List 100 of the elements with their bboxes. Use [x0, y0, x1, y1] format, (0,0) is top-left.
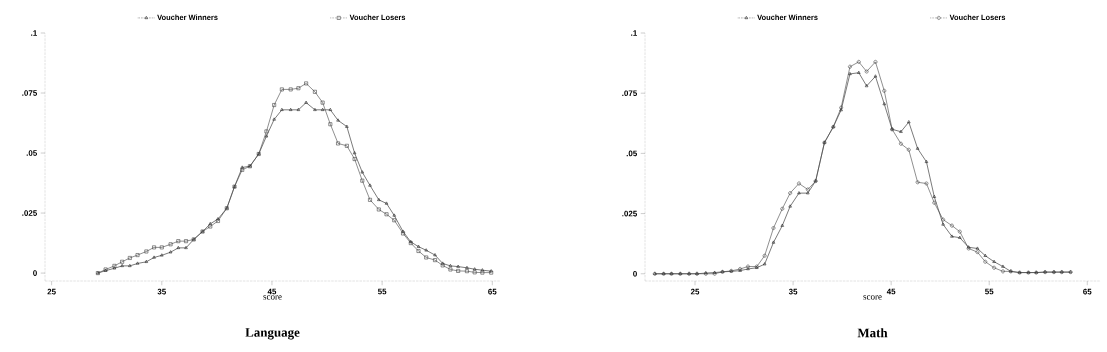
point — [806, 191, 810, 195]
point — [352, 151, 357, 155]
point — [296, 107, 301, 111]
point — [144, 259, 149, 263]
point — [128, 263, 132, 267]
point — [899, 141, 903, 146]
point — [472, 270, 477, 275]
point — [433, 258, 437, 263]
point — [176, 245, 180, 249]
point — [184, 239, 188, 244]
point — [465, 265, 469, 269]
point — [932, 194, 936, 198]
point — [797, 181, 801, 186]
point — [456, 264, 460, 268]
point — [152, 245, 156, 250]
point — [120, 259, 125, 264]
point — [932, 200, 937, 205]
point — [313, 107, 317, 111]
point — [882, 88, 887, 93]
point — [368, 183, 372, 187]
point — [264, 129, 269, 134]
point — [448, 263, 453, 267]
point — [352, 157, 357, 161]
point — [433, 253, 437, 257]
point — [864, 84, 869, 88]
point — [950, 223, 954, 228]
point — [848, 72, 852, 76]
point — [873, 74, 878, 78]
point — [279, 87, 284, 92]
point — [915, 146, 920, 150]
point — [941, 222, 945, 226]
point — [857, 70, 861, 74]
text: Math — [857, 328, 888, 338]
point — [152, 255, 156, 259]
point — [448, 267, 453, 272]
point — [992, 259, 996, 263]
point — [983, 259, 988, 264]
point — [320, 107, 325, 111]
point — [975, 250, 980, 254]
point — [208, 224, 213, 229]
point — [127, 256, 132, 260]
point — [906, 147, 911, 152]
point — [345, 124, 349, 128]
point — [873, 60, 878, 64]
point — [392, 213, 396, 217]
point — [336, 141, 340, 146]
point — [272, 117, 276, 121]
point — [983, 253, 987, 257]
point — [320, 100, 325, 105]
point — [907, 120, 911, 124]
point — [184, 245, 188, 249]
point — [924, 159, 929, 163]
point — [288, 87, 293, 92]
point — [208, 221, 212, 225]
point — [957, 229, 962, 234]
point — [456, 269, 461, 273]
point — [159, 245, 164, 250]
text: Language — [245, 328, 300, 340]
point — [392, 218, 397, 223]
point — [304, 100, 308, 104]
point — [899, 129, 903, 133]
point — [915, 180, 920, 185]
point — [416, 244, 421, 248]
point — [856, 60, 861, 64]
point — [344, 143, 349, 148]
point — [296, 86, 301, 91]
point — [176, 239, 181, 244]
point — [941, 217, 946, 222]
point — [975, 246, 980, 250]
point — [272, 103, 277, 107]
point — [336, 118, 340, 122]
x-axis-title: score — [863, 295, 882, 300]
point — [788, 204, 792, 208]
point — [135, 253, 140, 257]
point — [882, 102, 886, 106]
point — [958, 235, 962, 239]
point — [848, 64, 852, 69]
point — [950, 234, 954, 238]
point — [780, 223, 784, 227]
point — [360, 170, 364, 174]
point — [805, 187, 810, 192]
point — [360, 178, 365, 183]
point — [762, 262, 767, 266]
point — [160, 253, 164, 257]
point — [1001, 269, 1005, 274]
point — [424, 255, 429, 260]
point — [328, 107, 333, 111]
point — [384, 212, 389, 217]
point — [289, 107, 293, 111]
x-axis-title: score — [263, 295, 282, 300]
point — [416, 249, 421, 253]
point — [328, 122, 333, 127]
point — [1001, 264, 1005, 268]
point — [771, 226, 776, 230]
point — [472, 267, 477, 271]
point — [797, 191, 801, 195]
point — [384, 201, 389, 205]
point — [135, 261, 140, 265]
point — [992, 265, 996, 270]
point — [864, 69, 869, 74]
